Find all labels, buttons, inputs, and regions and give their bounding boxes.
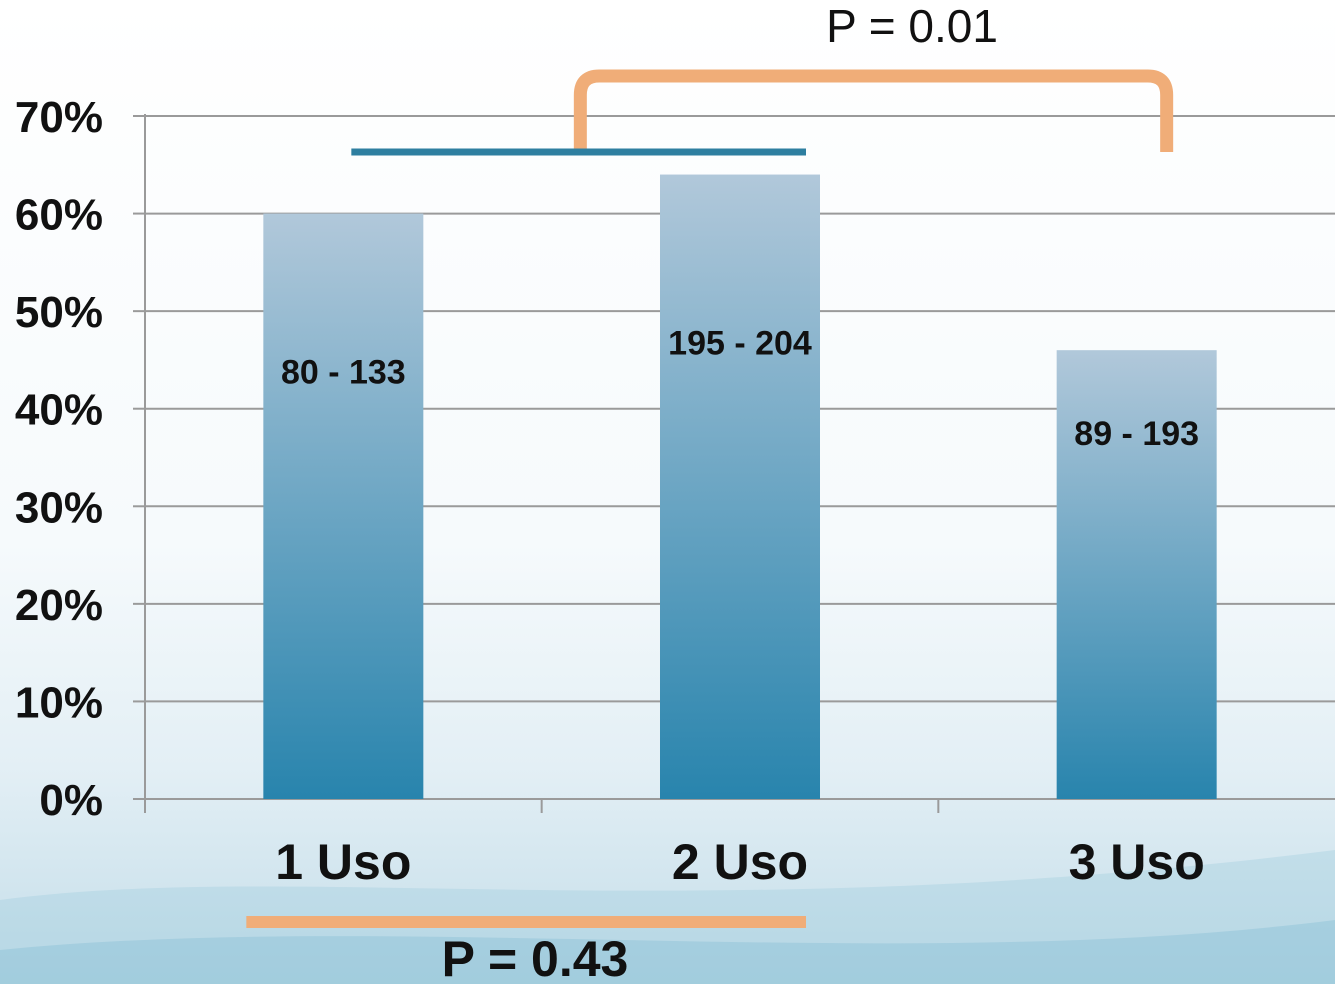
top-comparison-bracket (573, 69, 1174, 152)
bar-data-label: 89 - 193 (1074, 415, 1199, 453)
axes: 0% 10% 20% 30% 40% 50% 60% 70% 1 Uso 2 Uso 3 Uso (15, 93, 1335, 890)
bar-data-label: 80 - 133 (281, 354, 406, 392)
bars: 80 - 133 195 - 204 89 - 193 (263, 174, 1217, 800)
x-category-label: 1 Uso (275, 834, 411, 890)
top-p-value: P = 0.01 (826, 0, 998, 52)
x-category-label: 3 Uso (1069, 834, 1205, 890)
annotations: P = 0.01 P = 0.43 (246, 0, 1174, 984)
y-tick-label: 50% (15, 288, 103, 337)
y-tick-label: 30% (15, 483, 103, 532)
bar (660, 174, 820, 800)
y-tick-label: 70% (15, 93, 103, 142)
y-tick-label: 60% (15, 191, 103, 240)
y-tick-label: 20% (15, 581, 103, 630)
bottom-p-value: P = 0.43 (442, 931, 629, 984)
y-tick-label: 10% (15, 678, 103, 727)
x-category-label: 2 Uso (672, 834, 808, 890)
bar (263, 213, 424, 800)
bar-data-label: 195 - 204 (668, 325, 812, 363)
y-tick-label: 40% (15, 386, 103, 435)
bar (1056, 350, 1217, 799)
y-tick-label: 0% (39, 776, 103, 825)
